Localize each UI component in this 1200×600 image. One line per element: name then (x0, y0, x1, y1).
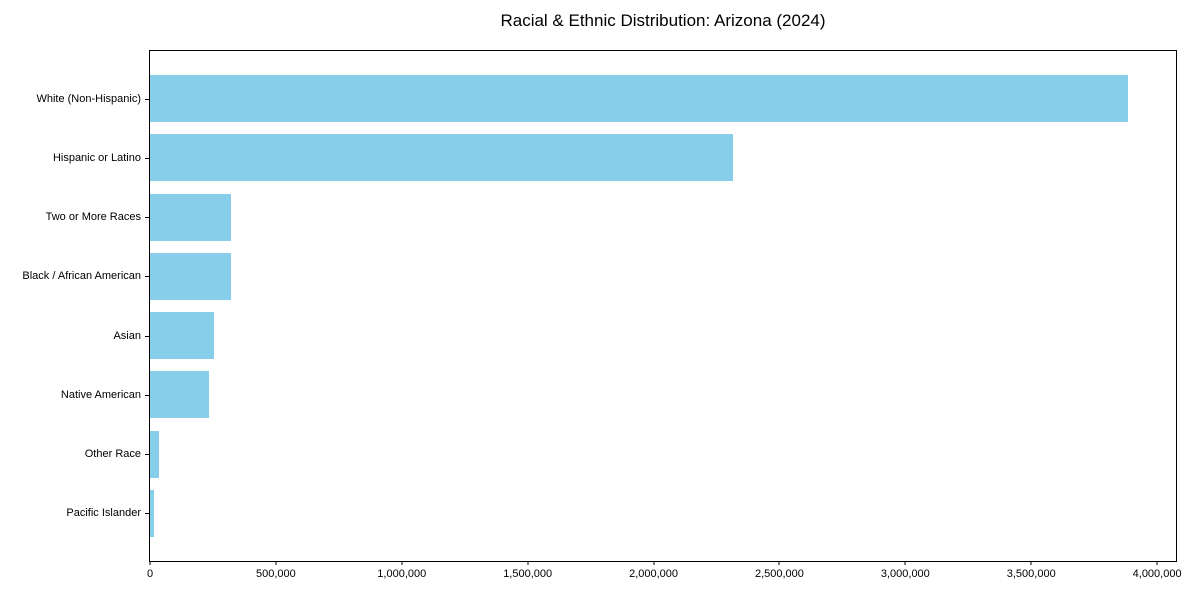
x-axis: 0 500,000 1,000,000 1,500,000 2,000,000 2,500… (146, 561, 1182, 595)
y-tick-label: Other Race (84, 448, 141, 461)
y-tick-mark (145, 157, 149, 159)
x-tick-mark (653, 561, 655, 565)
bar (150, 252, 232, 300)
x-tick-label: 1,500,000 (503, 568, 553, 580)
bar (150, 312, 214, 360)
y-tick-mark (145, 394, 149, 396)
bar-row: Hispanic or Latino (53, 128, 1176, 187)
y-tick-mark (145, 454, 149, 456)
bar-row: Pacific Islander (66, 484, 1176, 543)
bars-container: White (Non-Hispanic) Hispanic or Latino Tw… (22, 51, 1176, 561)
x-tick-mark (904, 561, 906, 565)
bar (150, 75, 1129, 123)
y-tick-label: White (Non-Hispanic) (36, 92, 141, 105)
bar-row: Asian (113, 306, 1176, 365)
y-tick-label: Hispanic or Latino (52, 151, 141, 164)
plot-area: White (Non-Hispanic) Hispanic or Latino Tw… (22, 50, 1182, 580)
y-tick-label: Black / African American (22, 270, 141, 283)
bar (150, 430, 160, 478)
x-tick-mark (527, 561, 529, 565)
bar-row: Black / African American (22, 247, 1176, 306)
x-tick-mark (1030, 561, 1032, 565)
x-tick-label: 1,000,000 (377, 568, 427, 580)
y-tick-mark (145, 335, 149, 337)
y-tick-mark (145, 217, 149, 219)
y-tick-label: Two or More Races (45, 211, 141, 224)
x-tick-label: 3,500,000 (1006, 568, 1056, 580)
chart-title: Racial & Ethnic Distribution: Arizona (2… (500, 11, 826, 30)
x-tick-label: 3,000,000 (880, 568, 930, 580)
x-tick-label: 2,000,000 (629, 568, 679, 580)
y-tick-label: Native American (60, 388, 141, 401)
y-tick-label: Asian (113, 329, 141, 342)
x-tick-mark (401, 561, 403, 565)
y-tick-label: Pacific Islander (66, 507, 141, 520)
x-tick-label: 500,000 (255, 568, 296, 580)
bar-row: Other Race (85, 425, 1176, 484)
bar (150, 371, 209, 419)
x-tick-mark (275, 561, 277, 565)
x-tick-label: 4,000,000 (1132, 568, 1182, 580)
bar (150, 193, 231, 241)
bar (150, 489, 154, 537)
x-tick-label: 2,500,000 (754, 568, 804, 580)
x-tick-mark (778, 561, 780, 565)
bar-row: Two or More Races (46, 188, 1176, 247)
bar-row: White (Non-Hispanic) (36, 69, 1176, 128)
y-tick-mark (145, 98, 149, 100)
x-tick-label: 0 (146, 568, 154, 580)
y-tick-mark (145, 513, 149, 515)
bar (150, 134, 733, 182)
x-tick-mark (149, 561, 151, 565)
y-tick-mark (145, 276, 149, 278)
x-tick-mark (1156, 561, 1158, 565)
bar-row: Native American (61, 365, 1176, 424)
